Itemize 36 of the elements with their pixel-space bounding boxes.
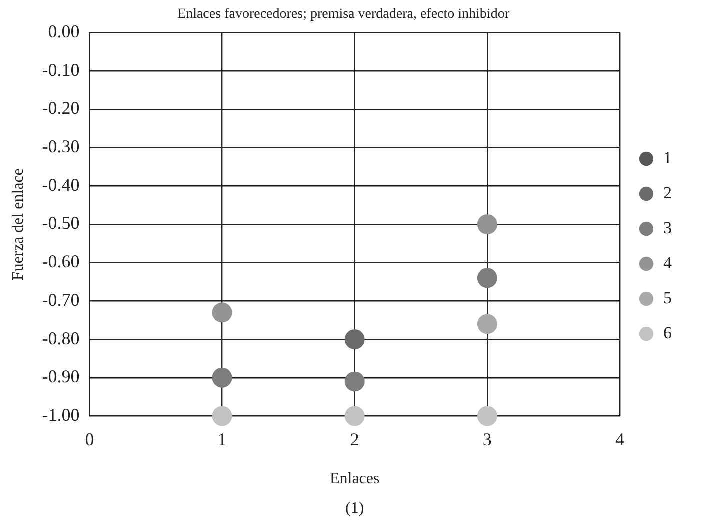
y-tick-label: -0.30 xyxy=(42,136,80,157)
y-tick-label: -0.80 xyxy=(42,328,80,348)
y-tick-label: -0.10 xyxy=(42,60,80,80)
y-tick-label: -1.00 xyxy=(42,404,80,425)
legend-label: 1 xyxy=(664,148,672,168)
y-tick-label: -0.90 xyxy=(42,366,80,387)
point xyxy=(344,330,365,350)
point xyxy=(212,368,232,388)
legend-label: 6 xyxy=(664,323,672,342)
y-tick-label: -0.40 xyxy=(42,174,80,195)
x-axis-title: Enlaces xyxy=(330,470,380,488)
y-tick-label: -0.70 xyxy=(42,290,80,310)
point xyxy=(344,372,365,392)
point xyxy=(477,214,498,234)
legend-label: 2 xyxy=(664,183,672,202)
chart-title: Enlaces favorecedores; premisa verdadera, efecto inhibidor xyxy=(178,7,510,22)
point xyxy=(344,406,365,426)
y-axis-title: Fuerza del enlace xyxy=(10,168,27,280)
y-tick-label: -0.50 xyxy=(42,213,80,234)
point xyxy=(212,406,232,426)
point xyxy=(477,406,498,426)
point xyxy=(477,314,498,334)
x-tick-label: 3 xyxy=(482,430,492,450)
y-tick-label: -0.60 xyxy=(42,252,80,272)
x-tick-label: 4 xyxy=(616,430,624,450)
x-tick-label: 0 xyxy=(85,430,94,450)
x-tick-label: 2 xyxy=(350,430,360,450)
legend-label: 3 xyxy=(664,218,672,238)
point xyxy=(212,302,232,323)
y-tick-label: 0.00 xyxy=(48,22,80,42)
text: (1) xyxy=(346,500,364,517)
legend-label: 5 xyxy=(664,288,672,308)
legend-label: 4 xyxy=(664,253,672,272)
x-tick-label: 1 xyxy=(218,430,227,450)
y-tick-label: -0.20 xyxy=(42,98,80,118)
point xyxy=(477,268,498,288)
